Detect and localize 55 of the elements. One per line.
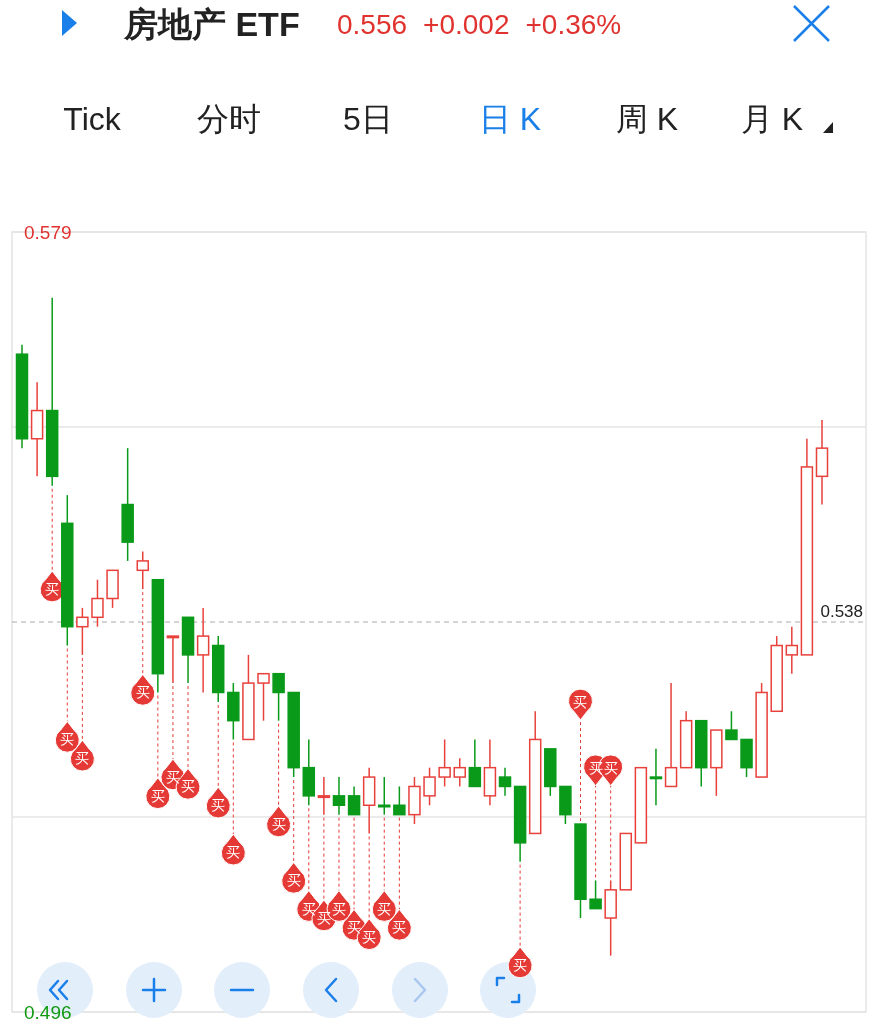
candlestick	[468, 738, 482, 788]
data-label: 买	[362, 928, 377, 945]
candlestick	[438, 738, 451, 788]
data-label: 买	[392, 919, 407, 936]
data-label: 买	[271, 816, 286, 833]
data-label: 买	[75, 750, 90, 767]
data-label: 买	[513, 957, 528, 974]
data-label: 买	[588, 759, 603, 776]
data-label: 买	[316, 910, 331, 927]
text: 月 K	[740, 101, 804, 137]
candlestick	[332, 776, 346, 816]
data-label: 买	[377, 900, 392, 917]
data-label: 买	[60, 731, 75, 748]
text: 5日	[343, 101, 393, 137]
candlestick	[76, 607, 89, 656]
candlestick	[453, 757, 466, 788]
chart-subtitle: 0.556 +0.002 +0.36%	[337, 9, 622, 40]
ref-line-label: 0.538	[820, 602, 863, 621]
text: 周 K	[615, 101, 679, 137]
candlestick	[393, 785, 406, 816]
chart-title: 房地产 ETF	[123, 5, 300, 43]
data-label: 买	[226, 844, 241, 861]
candlestick	[166, 635, 180, 684]
data-label: 买	[135, 684, 150, 701]
candlestick	[257, 672, 270, 722]
data-label: 买	[286, 872, 301, 889]
candlestick	[664, 682, 678, 788]
candlestick	[91, 578, 104, 628]
candlestick	[317, 776, 331, 816]
candlestick	[347, 785, 361, 816]
data-label: 买	[573, 693, 588, 710]
data-label: 买	[347, 919, 362, 936]
data-label: 买	[165, 769, 180, 786]
candlestick	[272, 672, 285, 722]
candlestick	[378, 776, 391, 816]
candlestick	[725, 710, 738, 741]
candlestick	[589, 879, 602, 910]
candlestick	[649, 748, 663, 806]
y-tick-label: 0.579	[24, 221, 72, 243]
text: 分时	[197, 101, 261, 137]
data-label: 买	[331, 900, 346, 917]
candlestick	[498, 766, 512, 797]
data-label: 买	[181, 778, 196, 795]
candlestick	[785, 625, 799, 675]
data-label: 买	[211, 797, 226, 814]
data-label: 买	[45, 581, 60, 598]
data-label: 买	[603, 759, 618, 776]
candlestick	[196, 607, 210, 694]
text: Tick	[63, 101, 122, 137]
data-label: 买	[150, 787, 165, 804]
text: 日 K	[478, 101, 542, 137]
candlestick	[136, 550, 150, 590]
y-tick-label: 0.496	[24, 1001, 72, 1023]
data-label: 买	[301, 900, 316, 917]
candlestick	[423, 766, 436, 806]
